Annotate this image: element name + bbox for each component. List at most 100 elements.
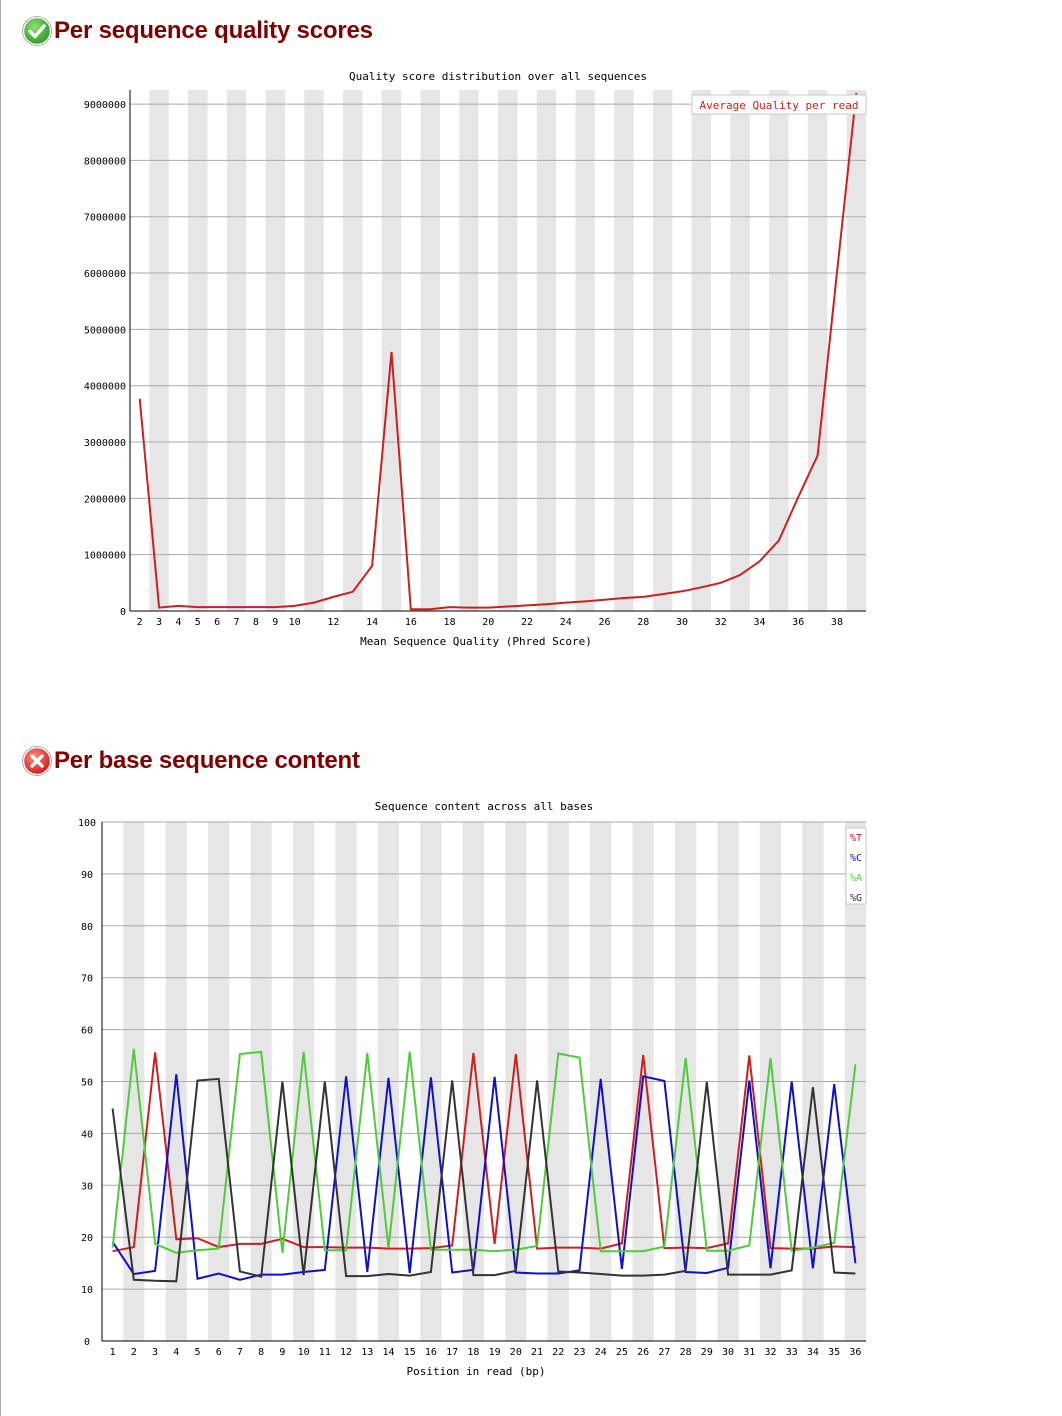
x-tick-label: 28 xyxy=(680,1347,692,1358)
band xyxy=(343,90,363,611)
y-tick-label: 5000000 xyxy=(84,325,126,336)
x-tick-label: 7 xyxy=(237,1347,243,1358)
band xyxy=(420,90,440,611)
series-line-4 xyxy=(111,1077,856,1283)
x-tick-label: 36 xyxy=(792,617,804,628)
x-tick-label: 5 xyxy=(195,617,201,628)
y-tick-label: 50 xyxy=(81,1078,93,1089)
band xyxy=(304,90,324,611)
y-tick-label: 80 xyxy=(81,922,93,933)
section-title: Per sequence quality scores xyxy=(54,17,373,44)
x-tick-label: 38 xyxy=(831,617,843,628)
band xyxy=(226,90,247,611)
x-axis-label: Position in read (bp) xyxy=(406,1365,545,1378)
x-tick-label: 9 xyxy=(272,617,278,628)
x-tick-label: 30 xyxy=(676,617,688,628)
x-tick-label: 31 xyxy=(743,1347,755,1358)
y-tick-label: 0 xyxy=(84,1337,90,1348)
y-tick-label: 40 xyxy=(81,1129,93,1140)
x-tick-label: 34 xyxy=(807,1347,819,1358)
x-tick-label: 18 xyxy=(467,1347,479,1358)
x-tick-label: 1 xyxy=(110,1347,116,1358)
y-tick-label: 0 xyxy=(120,607,126,618)
x-tick-label: 22 xyxy=(521,617,533,628)
y-tick-label: 6000000 xyxy=(84,269,126,280)
x-tick-label: 10 xyxy=(298,1347,310,1358)
x-tick-label: 8 xyxy=(253,617,259,628)
x-tick-label: 30 xyxy=(722,1347,734,1358)
y-tick-label: 7000000 xyxy=(84,213,126,224)
y-tick-label: 4000000 xyxy=(84,382,126,393)
x-tick-label: 10 xyxy=(289,617,301,628)
x-tick-label: 4 xyxy=(175,617,181,628)
x-tick-label: 2 xyxy=(137,617,143,628)
x-tick-label: 23 xyxy=(573,1347,585,1358)
y-tick-label: 90 xyxy=(81,870,93,881)
x-tick-label: 15 xyxy=(404,1347,416,1358)
y-tick-label: 20 xyxy=(81,1233,93,1244)
y-tick-label: 30 xyxy=(81,1181,93,1192)
chart-title: Sequence content across all bases xyxy=(375,800,594,813)
legend-entry: %A xyxy=(850,873,862,884)
x-tick-label: 2 xyxy=(131,1347,137,1358)
left-border xyxy=(0,0,1,1416)
band xyxy=(691,90,712,611)
x-tick-label: 26 xyxy=(599,617,611,628)
x-tick-label: 29 xyxy=(701,1347,713,1358)
x-tick-label: 32 xyxy=(764,1347,776,1358)
x-tick-label: 6 xyxy=(216,1347,222,1358)
band xyxy=(498,90,518,611)
x-tick-label: 24 xyxy=(595,1347,607,1358)
band xyxy=(846,90,866,611)
x-tick-label: 32 xyxy=(715,617,727,628)
y-tick-label: 3000000 xyxy=(84,438,126,449)
y-tick-label: 9000000 xyxy=(84,100,126,111)
band xyxy=(536,90,557,611)
series-line-1 xyxy=(138,92,858,611)
band xyxy=(149,90,169,611)
x-tick-label: 6 xyxy=(214,617,220,628)
x-tick-label: 17 xyxy=(446,1347,458,1358)
x-tick-label: 12 xyxy=(327,617,339,628)
y-tick-label: 100 xyxy=(78,818,96,829)
x-tick-label: 28 xyxy=(637,617,649,628)
x-tick-label: 36 xyxy=(849,1347,861,1358)
x-tick-label: 33 xyxy=(786,1347,798,1358)
x-axis-label: Mean Sequence Quality (Phred Score) xyxy=(360,635,592,648)
x-tick-label: 12 xyxy=(340,1347,352,1358)
band xyxy=(459,90,479,611)
x-tick-label: 14 xyxy=(382,1347,394,1358)
x-tick-label: 26 xyxy=(637,1347,649,1358)
section-header-quality-scores: Per sequence quality scores xyxy=(22,16,373,46)
check-circle-icon xyxy=(22,16,52,46)
band xyxy=(730,90,750,611)
section-title: Per base sequence content xyxy=(54,747,360,774)
legend-entry: %T xyxy=(850,833,862,844)
x-tick-label: 9 xyxy=(279,1347,285,1358)
x-tick-label: 27 xyxy=(658,1347,670,1358)
y-tick-label: 2000000 xyxy=(84,494,126,505)
quality-score-chart: 0 1000000 2000000 3000000 4000000 5000000 6000… xyxy=(84,70,867,648)
x-tick-label: 3 xyxy=(156,617,162,628)
x-tick-label: 8 xyxy=(258,1347,264,1358)
chart-title: Quality score distribution over all sequ… xyxy=(349,70,647,83)
x-tick-label: 3 xyxy=(152,1347,158,1358)
y-tick-label: 70 xyxy=(81,974,93,985)
x-tick-label: 18 xyxy=(444,617,456,628)
band xyxy=(614,90,634,611)
legend-entry: %C xyxy=(850,853,862,864)
band xyxy=(265,90,285,611)
band xyxy=(575,90,595,611)
y-tick-label: 8000000 xyxy=(84,156,126,167)
x-tick-label: 13 xyxy=(361,1347,373,1358)
x-tick-label: 16 xyxy=(405,617,417,628)
x-tick-label: 4 xyxy=(173,1347,179,1358)
x-tick-label: 16 xyxy=(425,1347,437,1358)
band xyxy=(188,90,208,611)
x-tick-label: 35 xyxy=(828,1347,840,1358)
x-tick-label: 20 xyxy=(510,1347,522,1358)
section-header-base-content: Per base sequence content xyxy=(22,746,360,776)
x-tick-label: 34 xyxy=(753,617,765,628)
legend: Average Quality per read xyxy=(691,94,867,115)
